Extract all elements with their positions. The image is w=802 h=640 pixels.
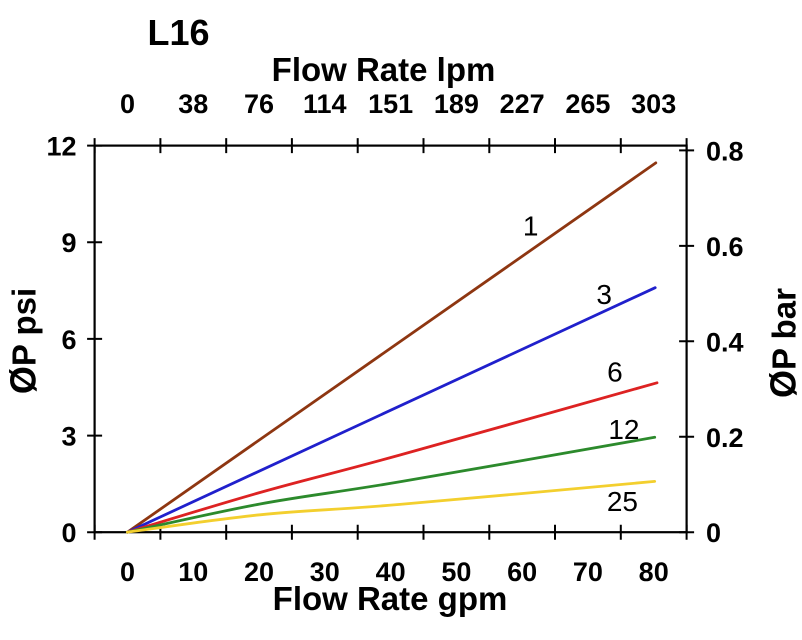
svg-text:40: 40 [376, 557, 406, 587]
svg-text:3: 3 [596, 279, 612, 310]
svg-text:50: 50 [441, 557, 471, 587]
svg-text:3: 3 [61, 422, 76, 452]
svg-text:76: 76 [244, 89, 274, 119]
svg-text:20: 20 [244, 557, 274, 587]
svg-text:303: 303 [631, 89, 676, 119]
svg-text:6: 6 [61, 325, 76, 355]
svg-text:ØP bar: ØP bar [763, 288, 802, 398]
svg-text:6: 6 [607, 357, 623, 388]
svg-text:80: 80 [639, 557, 669, 587]
svg-text:0: 0 [61, 518, 76, 548]
svg-text:Flow Rate lpm: Flow Rate lpm [272, 51, 496, 88]
svg-text:189: 189 [434, 89, 479, 119]
svg-text:0.2: 0.2 [706, 423, 744, 453]
svg-text:227: 227 [500, 89, 545, 119]
svg-text:70: 70 [573, 557, 603, 587]
svg-text:1: 1 [523, 211, 539, 242]
svg-text:0.6: 0.6 [706, 232, 744, 262]
svg-text:0: 0 [120, 89, 135, 119]
svg-text:10: 10 [178, 557, 208, 587]
svg-text:12: 12 [46, 132, 76, 162]
svg-text:0: 0 [706, 518, 721, 548]
svg-text:ØP psi: ØP psi [3, 288, 44, 394]
svg-text:114: 114 [303, 89, 347, 119]
svg-text:12: 12 [608, 414, 639, 445]
svg-text:265: 265 [565, 89, 610, 119]
svg-text:0.4: 0.4 [706, 327, 744, 357]
svg-text:0: 0 [120, 557, 135, 587]
svg-text:25: 25 [607, 486, 638, 517]
svg-text:151: 151 [368, 89, 413, 119]
svg-text:9: 9 [61, 228, 76, 258]
svg-text:30: 30 [310, 557, 340, 587]
svg-text:0.8: 0.8 [706, 136, 744, 166]
svg-text:L16: L16 [148, 12, 210, 53]
svg-text:60: 60 [507, 557, 537, 587]
svg-text:38: 38 [178, 89, 208, 119]
svg-text:Flow Rate gpm: Flow Rate gpm [273, 580, 508, 617]
